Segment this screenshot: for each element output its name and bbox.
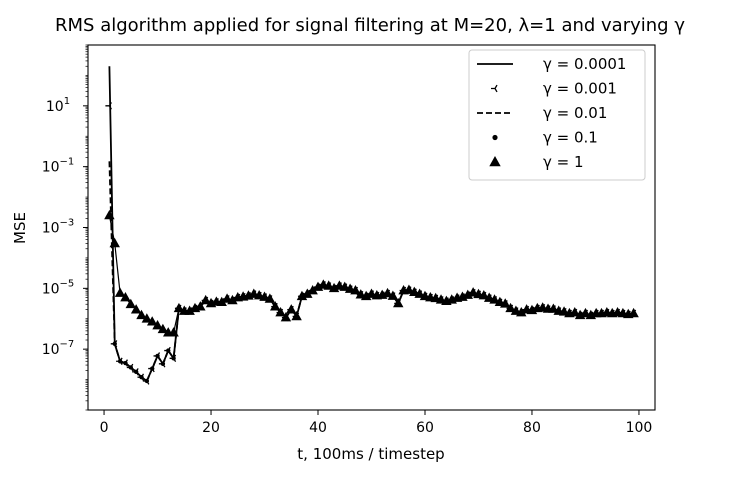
data-point: [120, 291, 131, 302]
legend: γ = 0.0001 γ = 0.001 γ = 0.01 γ = 0.1 γ = 1: [468, 49, 646, 181]
data-point: [505, 302, 516, 313]
data-point: [149, 366, 155, 371]
y-tick-label: 10−5: [42, 278, 75, 297]
data-point: [195, 301, 206, 311]
data-point: [462, 289, 474, 299]
data-point: [393, 297, 404, 308]
data-point: [130, 304, 142, 314]
data-point: [216, 296, 227, 307]
data-point: [173, 302, 185, 313]
x-tick-label: 80: [523, 420, 541, 436]
data-point: [500, 298, 511, 308]
data-point: [414, 288, 425, 298]
legend-label: γ = 1: [543, 153, 584, 171]
data-point: [160, 361, 166, 367]
data-point: [136, 309, 147, 320]
legend-label: γ = 0.1: [543, 129, 598, 147]
x-axis-label: t, 100ms / timestep: [297, 445, 444, 463]
legend-item: γ = 0.01: [477, 104, 607, 122]
data-point: [184, 305, 195, 315]
data-point: [227, 294, 238, 305]
data-point: [157, 323, 169, 334]
x-tick-label: 0: [100, 420, 109, 436]
y-axis-label: MSE: [11, 212, 29, 244]
data-point: [114, 287, 126, 297]
chart-title: RMS algorithm applied for signal filteri…: [55, 15, 685, 36]
data-point: [128, 365, 133, 370]
data-point: [146, 316, 158, 326]
data-point: [328, 282, 340, 293]
data-point: [350, 284, 361, 295]
legend-box: [468, 49, 646, 181]
data-point: [516, 307, 527, 317]
data-point: [264, 293, 276, 303]
data-point: [269, 301, 281, 311]
data-point: [382, 287, 393, 298]
data-point: [286, 304, 297, 314]
data-point: [155, 353, 160, 359]
legend-handle: [491, 84, 498, 93]
data-point: [323, 280, 334, 290]
data-point: [112, 341, 117, 347]
data-point: [628, 307, 639, 318]
data-point: [489, 294, 500, 304]
y-tick-label: 10−3: [42, 218, 75, 237]
data-point: [123, 360, 128, 366]
data-point: [133, 369, 139, 375]
legend-label: γ = 0.01: [543, 104, 607, 122]
data-point: [302, 288, 313, 298]
data-point: [152, 319, 163, 330]
x-tick-label: 100: [626, 420, 653, 436]
series-line: [108, 161, 634, 383]
legend-item: γ = 0.001: [491, 80, 617, 98]
data-point: [200, 294, 211, 305]
y-tick-label: 10−7: [42, 339, 75, 358]
data-point: [569, 307, 580, 317]
legend-item: γ = 0.0001: [477, 55, 626, 73]
legend-item: γ = 1: [489, 153, 584, 171]
data-point: [104, 209, 115, 220]
data-point: [144, 378, 150, 384]
data-point: [125, 298, 137, 309]
x-tick-label: 20: [202, 420, 220, 436]
plot-area: [104, 66, 639, 385]
data-point: [117, 359, 123, 364]
legend-handle: [492, 134, 498, 141]
data-point: [105, 102, 112, 110]
data-point: [141, 313, 153, 323]
x-tick-label: 40: [309, 420, 327, 436]
data-point: [166, 348, 171, 353]
y-tick-label: 10−1: [42, 157, 75, 176]
legend-item: γ = 0.1: [492, 129, 598, 147]
data-point: [280, 311, 292, 322]
data-point: [168, 327, 179, 337]
data-point: [387, 290, 399, 300]
x-tick-label: 60: [416, 420, 434, 436]
data-point: [171, 356, 176, 361]
y-axis-ticks: 10−7 10−5 10−3 10−1 101: [42, 44, 88, 411]
series-dot: [107, 213, 636, 384]
data-point: [478, 290, 490, 300]
series-dashed: [108, 161, 634, 383]
legend-label: γ = 0.0001: [543, 55, 626, 73]
data-point: [139, 374, 144, 380]
data-point: [109, 237, 120, 248]
legend-handle: [489, 156, 501, 167]
series-triangle: [104, 209, 639, 337]
data-point: [307, 284, 318, 295]
data-point: [275, 307, 286, 317]
legend-label: γ = 0.001: [543, 80, 617, 98]
data-point: [291, 310, 302, 321]
x-axis-ticks: 0 20 40 60 80 100: [100, 410, 653, 436]
y-tick-label: 101: [46, 96, 70, 115]
series-line: [108, 215, 634, 334]
